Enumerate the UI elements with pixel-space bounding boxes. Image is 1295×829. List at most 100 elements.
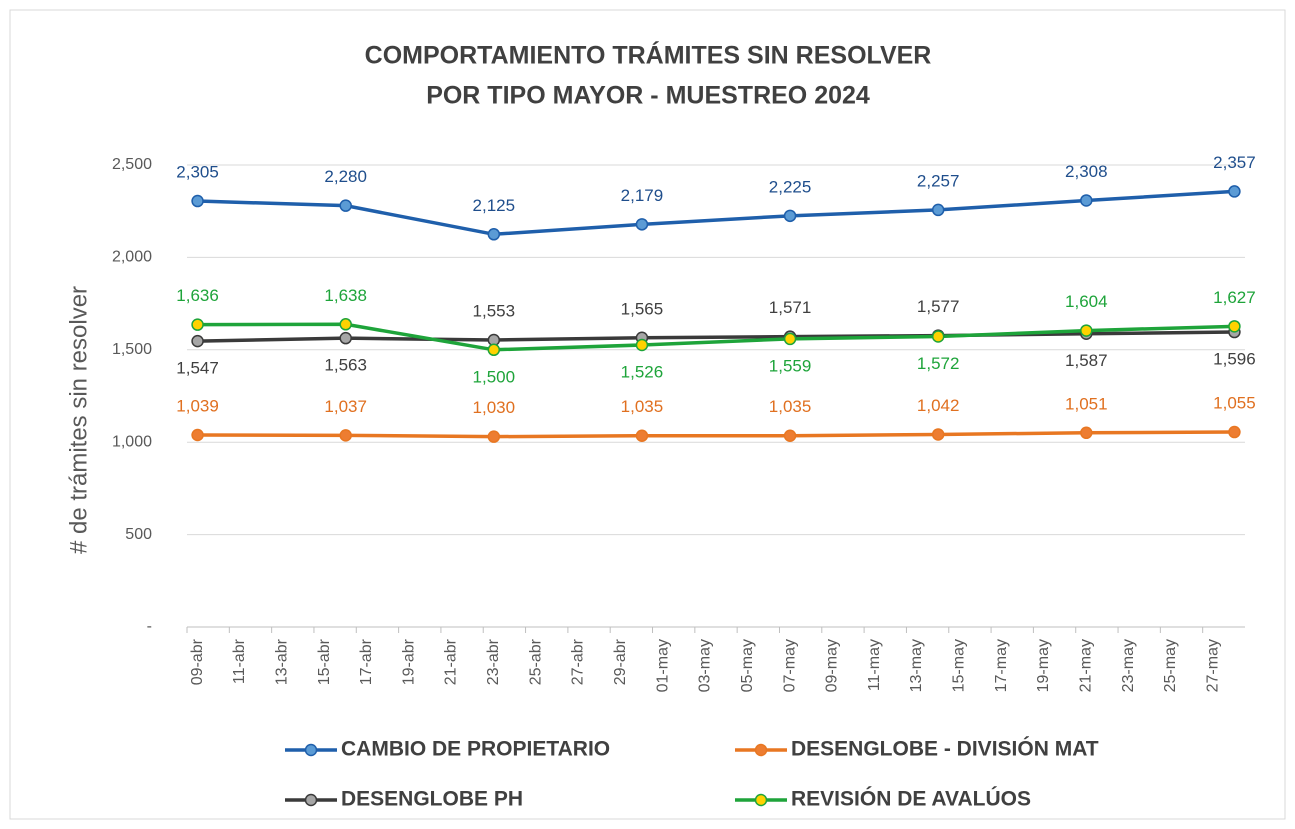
data-label: 2,280 [324,167,367,186]
series-line [197,330,1235,343]
series-marker [191,428,204,442]
x-tick-label: 23-may [1120,639,1137,692]
data-label: 2,125 [473,196,516,215]
series-marker [1228,320,1241,333]
data-label: 1,636 [176,286,219,305]
series-marker [339,199,352,212]
x-tick-label: 25-may [1162,639,1179,692]
x-tick-label: 19-abr [400,638,417,685]
x-tick-label: 19-may [1035,639,1052,692]
series-line [197,430,1235,439]
data-label: 1,577 [917,297,960,316]
data-label: 1,042 [917,396,960,415]
data-label: 2,225 [769,177,812,196]
series-marker [339,331,352,345]
legend-marker [754,793,768,807]
data-label: 1,563 [324,356,367,375]
x-tick-label: 23-abr [485,638,502,685]
data-label: 2,308 [1065,162,1108,181]
x-tick-label: 27-may [1204,639,1221,692]
data-label: 1,037 [324,397,367,416]
series-line [197,189,1235,237]
data-label: 2,357 [1213,153,1256,172]
series-marker [1080,426,1093,440]
series-marker [783,332,797,346]
series-marker [1080,324,1093,337]
y-tick-label: 1,000 [112,433,152,450]
data-label: 1,526 [621,362,664,381]
series-marker [931,428,945,441]
data-label: 1,587 [1065,351,1108,370]
x-tick-label: 01-may [654,639,671,692]
series-marker [931,203,945,217]
data-label: 2,257 [917,171,960,190]
x-tick-label: 03-may [697,639,714,692]
x-tick-label: 13-abr [273,638,290,685]
data-label: 1,596 [1213,350,1256,369]
series-marker [339,429,352,442]
x-tick-label: 15-abr [316,638,333,685]
y-tick-label: - [147,618,152,635]
data-label: 1,500 [473,367,516,386]
series-line [197,322,1235,352]
x-tick-label: 21-may [1078,639,1095,692]
y-tick-label: 1,500 [112,341,152,358]
data-label: 1,055 [1213,394,1256,413]
data-label: 1,604 [1065,292,1108,311]
series-marker [931,330,945,343]
data-label: 1,553 [473,301,516,320]
data-label: 1,035 [621,397,664,416]
legend-marker [754,743,768,757]
series-marker [1228,425,1241,439]
x-tick-label: 09-abr [189,638,206,685]
data-label: 1,547 [176,359,219,378]
series-marker [635,218,649,231]
data-label: 1,571 [769,298,812,317]
chart-title: POR TIPO MAYOR - MUESTREO 2024 [426,82,870,110]
series-marker [191,334,204,348]
series-marker [783,429,797,442]
series-marker [191,194,204,208]
chart-frame [9,9,1286,820]
x-tick-label: 13-may [908,639,925,692]
legend-label: DESENGLOBE PH [341,788,523,811]
x-tick-label: 15-may [951,639,968,692]
x-tick-label: 09-may [824,639,841,692]
data-label: 1,035 [769,397,812,416]
y-tick-label: 500 [125,526,152,543]
series-marker [339,318,352,331]
x-tick-label: 21-abr [443,638,460,685]
x-tick-label: 17-may [993,639,1010,692]
series-marker [635,338,649,352]
legend-label: CAMBIO DE PROPIETARIO [341,738,610,761]
x-tick-label: 17-abr [358,638,375,685]
data-label: 1,051 [1065,394,1108,413]
series-marker [191,318,204,331]
x-tick-label: 07-may [781,639,798,692]
legend-marker [304,793,318,807]
legend-label: DESENGLOBE - DIVISIÓN MAT [791,737,1099,761]
x-tick-label: 11-abr [231,638,248,684]
series-marker [487,343,501,357]
series-marker [1080,194,1093,207]
data-label: 1,627 [1213,288,1256,307]
x-tick-label: 05-may [739,639,756,692]
y-axis-label: # de trámites sin resolver [65,286,92,554]
series-marker [487,430,501,443]
x-tick-label: 27-abr [570,638,587,685]
data-label: 1,039 [176,396,219,415]
x-tick-label: 11-may [866,639,883,691]
y-tick-label: 2,000 [112,249,152,266]
data-label: 1,030 [473,398,516,417]
x-tick-label: 29-abr [612,638,629,685]
series-marker [783,209,797,223]
series-marker [635,429,649,442]
legend-label: REVISIÓN DE AVALÚOS [791,787,1031,811]
series-marker [487,228,501,241]
x-tick-label: 25-abr [527,638,544,685]
data-label: 1,638 [324,286,367,305]
data-label: 1,572 [917,354,960,373]
data-label: 2,305 [176,163,219,182]
data-label: 1,565 [621,299,664,318]
